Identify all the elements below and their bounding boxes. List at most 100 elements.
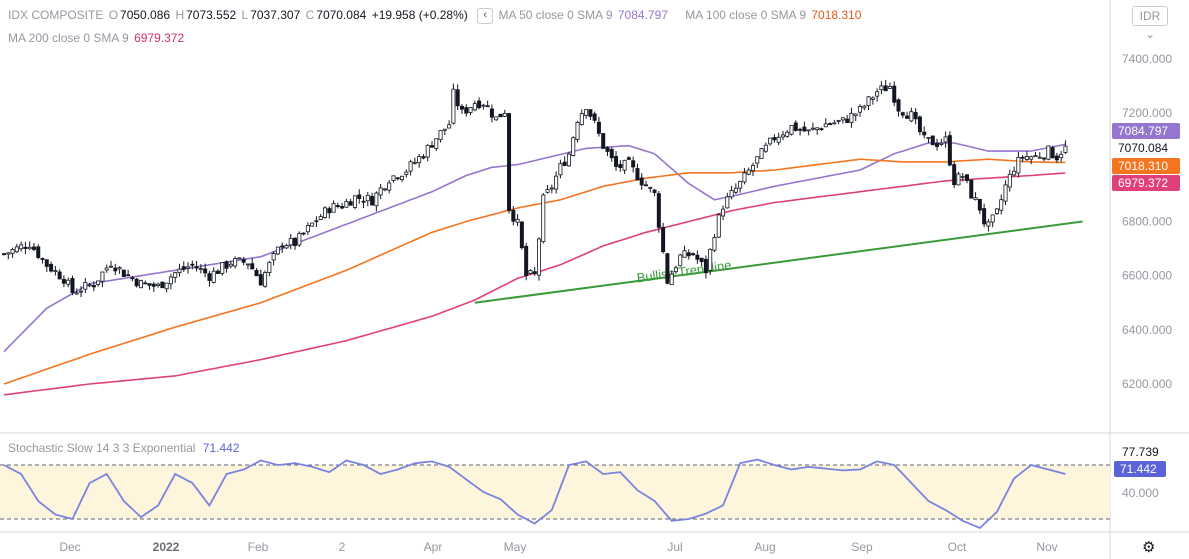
- candle: [472, 100, 477, 112]
- candle-body: [318, 216, 323, 220]
- candlesticks: [2, 79, 1068, 298]
- candle: [721, 205, 726, 221]
- y-tick-label: 6800.000: [1122, 215, 1172, 229]
- candle-body: [960, 175, 965, 178]
- candle-body: [635, 168, 640, 181]
- candle-body: [1050, 147, 1055, 159]
- candle: [168, 273, 173, 290]
- change-value: +19.958 (+0.28%): [371, 8, 468, 23]
- candle-body: [301, 232, 306, 235]
- candle: [1037, 152, 1042, 159]
- ma100-label[interactable]: MA 100 close 0 SMA 9: [685, 8, 806, 23]
- candle: [314, 216, 319, 227]
- candle-body: [344, 201, 349, 208]
- candle: [10, 247, 15, 258]
- candle-body: [592, 113, 597, 121]
- candle-body: [2, 253, 7, 256]
- candle-body: [999, 199, 1004, 211]
- candle: [451, 83, 456, 125]
- candle: [635, 163, 640, 181]
- candle-body: [909, 111, 914, 122]
- candle: [147, 283, 152, 290]
- candle-body: [584, 109, 589, 116]
- candle: [79, 286, 84, 298]
- x-tick-label: May: [504, 540, 527, 554]
- candle: [887, 82, 892, 89]
- candle: [220, 262, 225, 276]
- candle-body: [609, 148, 614, 159]
- candle: [661, 222, 666, 254]
- candle: [845, 114, 850, 124]
- ma50-label[interactable]: MA 50 close 0 SMA 9: [498, 8, 613, 23]
- candle: [592, 111, 597, 124]
- y-tick-label: 6200.000: [1122, 377, 1172, 391]
- candle: [939, 138, 944, 147]
- candle: [447, 120, 452, 129]
- candle-body: [49, 263, 54, 272]
- candle-body: [1054, 155, 1059, 161]
- stochastic-legend: Stochastic Slow 14 3 3 Exponential 71.44…: [8, 441, 240, 455]
- candle: [579, 109, 584, 126]
- candle-body: [237, 257, 242, 260]
- candle-body: [554, 175, 559, 190]
- currency-selector[interactable]: IDR ⌄: [1132, 6, 1168, 41]
- candle: [327, 206, 332, 219]
- candle: [695, 250, 700, 264]
- candle: [228, 260, 233, 269]
- candle: [571, 136, 576, 157]
- candle-body: [91, 285, 96, 288]
- candle-body: [494, 116, 499, 121]
- candle-body: [785, 131, 790, 137]
- candle: [673, 265, 678, 275]
- candle: [57, 269, 62, 280]
- candle-body: [994, 208, 999, 214]
- candle: [699, 257, 704, 266]
- candle: [639, 173, 644, 190]
- candle-body: [79, 290, 84, 293]
- candle: [926, 136, 931, 144]
- candle-body: [1042, 157, 1047, 160]
- collapse-legend-button[interactable]: ‹: [477, 8, 494, 24]
- stochastic-label[interactable]: Stochastic Slow 14 3 3 Exponential: [8, 441, 196, 455]
- candle: [96, 280, 101, 287]
- trendline-label: Bullish Trendline: [636, 257, 733, 285]
- candle-body: [601, 133, 606, 149]
- candle: [759, 147, 764, 159]
- price-tag: 7070.084: [1112, 140, 1180, 156]
- candle-body: [943, 136, 948, 143]
- candle-body: [588, 109, 593, 117]
- candle: [374, 191, 379, 212]
- candle: [156, 282, 161, 288]
- candle: [395, 176, 400, 181]
- candle: [280, 242, 285, 253]
- candle-body: [622, 159, 627, 171]
- symbol-name[interactable]: IDX COMPOSITE: [8, 8, 104, 23]
- candle-body: [207, 273, 212, 281]
- settings-icon[interactable]: ⚙: [1142, 539, 1156, 556]
- candle: [27, 241, 32, 250]
- candle-body: [772, 137, 777, 141]
- candle: [301, 232, 306, 236]
- ma200-label[interactable]: MA 200 close 0 SMA 9: [8, 31, 129, 45]
- candle-body: [151, 283, 156, 287]
- candle-body: [442, 128, 447, 131]
- candle: [74, 288, 79, 295]
- candle-body: [511, 209, 516, 222]
- stochastic-band: [0, 464, 1110, 520]
- candle-body: [10, 249, 15, 254]
- candle-body: [519, 221, 524, 249]
- candle: [1059, 150, 1064, 163]
- candle-body: [404, 171, 409, 175]
- x-tick-label: 2022: [153, 540, 180, 554]
- candle-body: [113, 267, 118, 272]
- candle: [952, 161, 957, 188]
- candle-body: [147, 283, 152, 286]
- candle: [532, 266, 537, 276]
- candle-body: [798, 128, 803, 131]
- candle: [832, 119, 837, 125]
- axes: 7400.0007200.0007000.0006800.0006600.000…: [59, 52, 1180, 554]
- candle-body: [1016, 157, 1021, 174]
- candle: [905, 111, 910, 119]
- candle: [344, 198, 349, 208]
